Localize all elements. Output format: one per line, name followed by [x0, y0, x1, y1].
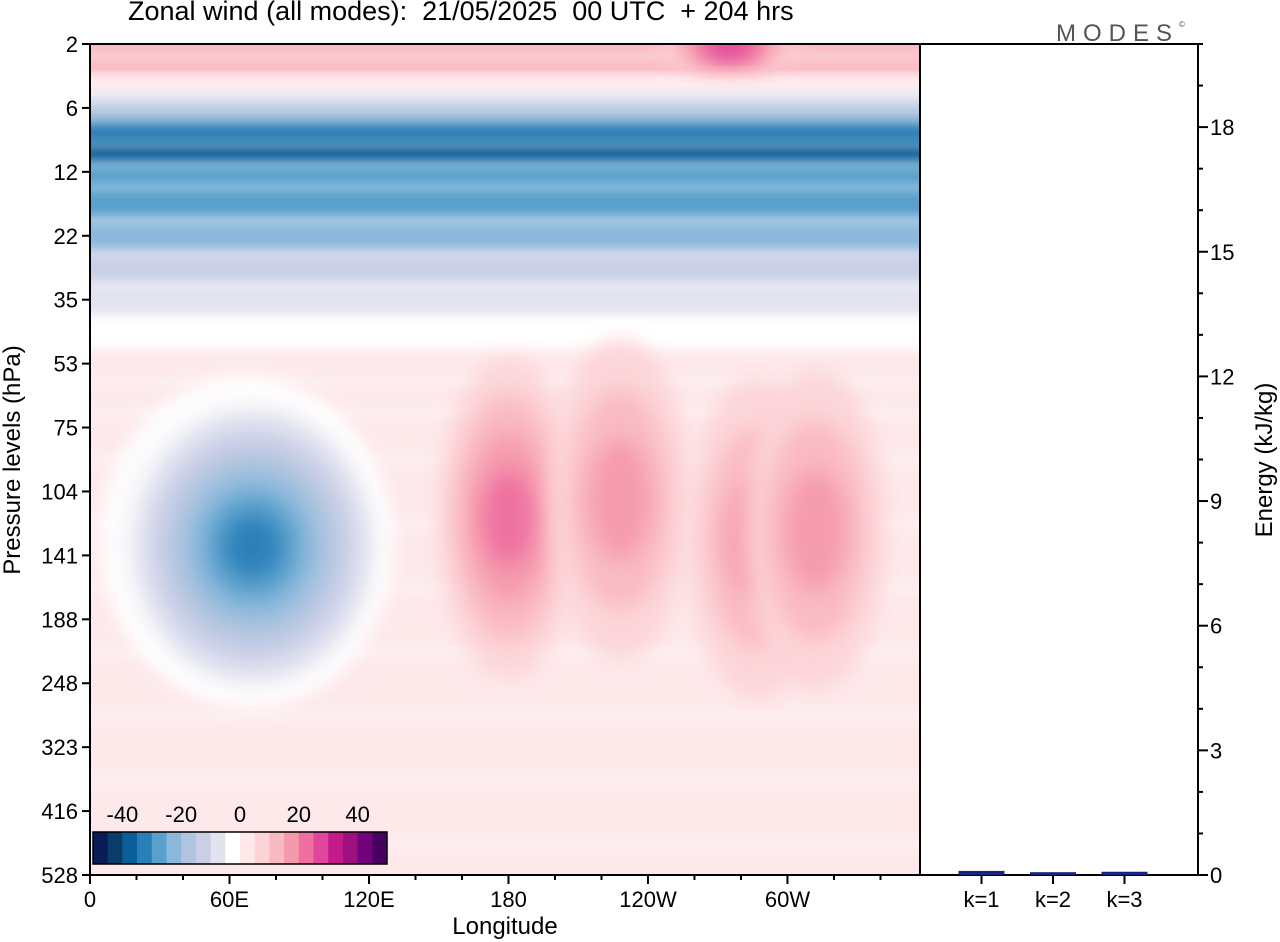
- wind-anomaly-contour: [483, 470, 534, 566]
- wind-band: [90, 218, 920, 254]
- pressure-tick-label: 104: [41, 479, 78, 504]
- wind-band: [90, 715, 920, 781]
- colorbar-swatch: [210, 832, 226, 864]
- colorbar-swatch: [225, 832, 241, 864]
- energy-axis-label: Energy (kJ/kg): [1251, 383, 1278, 538]
- title: Zonal wind (all modes): 21/05/2025 00 UT…: [128, 0, 794, 26]
- pressure-tick-label: 528: [41, 863, 78, 888]
- energy-bar: [1101, 871, 1148, 875]
- pressure-tick-label: 2: [66, 32, 78, 57]
- longitude-tick-label: 60E: [210, 887, 249, 912]
- wind-anomaly-contour: [224, 514, 282, 578]
- colorbar-outline: [92, 831, 388, 865]
- energy-plot-frame: [919, 43, 1199, 876]
- pressure-tick-label: 141: [41, 543, 78, 568]
- colorbar-swatch: [342, 832, 359, 864]
- energy-tick-label: 12: [1210, 364, 1234, 389]
- colorbar-swatch: [181, 832, 197, 864]
- colorbar-swatch: [137, 832, 153, 864]
- colorbar-swatch: [357, 832, 373, 864]
- colorbar-swatch: [122, 832, 138, 864]
- heatmap-field: [90, 44, 920, 875]
- colorbar-swatch: [151, 832, 167, 864]
- energy-tick-label: 9: [1210, 489, 1222, 514]
- energy-tick-label: 6: [1210, 614, 1222, 639]
- wind-anomaly-contour: [785, 470, 846, 591]
- pressure-tick-label: 6: [66, 96, 78, 121]
- category-label: k=3: [1106, 887, 1142, 912]
- wind-band: [90, 144, 920, 165]
- wind-band: [90, 163, 920, 189]
- energy-tick-label: 3: [1210, 738, 1222, 763]
- pressure-tick-label: 75: [54, 416, 78, 441]
- heatmap-anomalies: [101, 44, 886, 707]
- category-label: k=1: [963, 887, 999, 912]
- wind-band: [90, 317, 920, 351]
- colorbar-swatch: [372, 832, 388, 864]
- pressure-axis: 2 6 12 22 35 53 75 104 141 188 248 323 416 528: [41, 32, 90, 888]
- colorbar-swatch: [254, 832, 270, 864]
- wind-band: [90, 90, 920, 104]
- wind-band: [90, 55, 920, 77]
- colorbar: -40 -20 0 20 40: [92, 802, 388, 865]
- energy-tick-label: 0: [1210, 863, 1222, 888]
- colorbar-swatch: [284, 832, 300, 864]
- colorbar-swatch: [328, 832, 344, 864]
- pressure-tick-label: 416: [41, 799, 78, 824]
- energy-axis: 0 3 6 9 12 15 18: [1198, 43, 1234, 888]
- modes-logo: MODES©: [1056, 20, 1185, 47]
- y-axis-label: Pressure levels (hPa): [0, 345, 26, 574]
- colorbar-swatch: [195, 832, 212, 864]
- colorbar-swatch: [313, 832, 329, 864]
- wind-band: [90, 44, 920, 57]
- energy-tick-label: 15: [1210, 240, 1234, 265]
- colorbar-swatch: [298, 832, 314, 864]
- colorbar-tick-label: -20: [165, 802, 197, 827]
- energy-bar: [1030, 872, 1076, 875]
- pressure-tick-label: 35: [54, 288, 78, 313]
- colorbar-swatch: [107, 832, 123, 864]
- wind-band: [90, 252, 920, 286]
- wind-anomaly-contour: [590, 439, 651, 560]
- wind-band: [90, 75, 920, 92]
- energy-tick-label: 18: [1210, 115, 1234, 140]
- colorbar-swatch: [166, 832, 182, 864]
- pressure-tick-label: 53: [54, 352, 78, 377]
- longitude-tick-label: 180: [490, 887, 527, 912]
- colorbar-tick-label: 20: [287, 802, 311, 827]
- category-label: k=2: [1035, 887, 1071, 912]
- colorbar-tick-label: 40: [345, 802, 369, 827]
- colorbar-tick-label: -40: [107, 802, 139, 827]
- pressure-tick-label: 248: [41, 671, 78, 696]
- longitude-tick-label: 0: [84, 887, 96, 912]
- wind-band: [90, 102, 920, 123]
- longitude-tick-label: 120E: [343, 887, 394, 912]
- wind-anomaly-contour: [707, 44, 752, 58]
- colorbar-swatch: [240, 832, 256, 864]
- colorbar-swatch: [269, 832, 285, 864]
- pressure-tick-label: 22: [54, 224, 78, 249]
- colorbar-swatch: [93, 832, 109, 864]
- longitude-tick-label: 120W: [619, 887, 677, 912]
- pressure-tick-label: 323: [41, 735, 78, 760]
- energy-bars: k=1 k=2 k=3: [958, 870, 1148, 912]
- colorbar-tick-label: 0: [234, 802, 246, 827]
- pressure-tick-label: 12: [54, 160, 78, 185]
- x-axis-label: Longitude: [452, 913, 557, 940]
- wind-band: [90, 121, 920, 146]
- wind-band: [90, 284, 920, 319]
- longitude-tick-label: 60W: [765, 887, 810, 912]
- energy-bar: [958, 870, 1005, 875]
- longitude-axis: 0 60E 120E 180 120W 60W: [84, 875, 882, 912]
- wind-band: [90, 187, 920, 220]
- pressure-tick-label: 188: [41, 607, 78, 632]
